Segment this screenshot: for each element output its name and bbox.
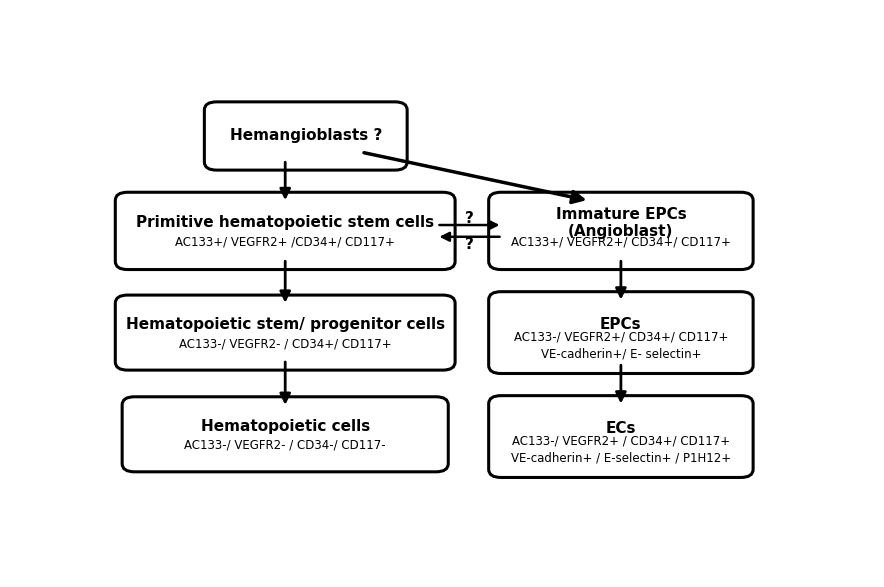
- FancyBboxPatch shape: [115, 193, 455, 269]
- Text: ECs: ECs: [606, 420, 636, 436]
- Text: AC133+/ VEGFR2+/ CD34+/ CD117+: AC133+/ VEGFR2+/ CD34+/ CD117+: [511, 236, 731, 249]
- FancyBboxPatch shape: [489, 193, 753, 269]
- Text: EPCs: EPCs: [600, 316, 642, 332]
- FancyBboxPatch shape: [489, 292, 753, 373]
- Text: Hemangioblasts ?: Hemangioblasts ?: [230, 129, 382, 143]
- Text: Hematopoietic cells: Hematopoietic cells: [201, 419, 370, 434]
- Text: AC133-/ VEGFR2+/ CD34+/ CD117+
VE-cadherin+/ E- selectin+: AC133-/ VEGFR2+/ CD34+/ CD117+ VE-cadher…: [514, 330, 728, 360]
- Text: Hematopoietic stem/ progenitor cells: Hematopoietic stem/ progenitor cells: [126, 318, 445, 332]
- FancyBboxPatch shape: [122, 397, 448, 472]
- Text: Immature EPCs
(Angioblast): Immature EPCs (Angioblast): [555, 207, 686, 239]
- Text: Primitive hematopoietic stem cells: Primitive hematopoietic stem cells: [136, 215, 434, 231]
- Text: ?: ?: [465, 211, 474, 226]
- Text: AC133-/ VEGFR2+ / CD34+/ CD117+
VE-cadherin+ / E-selectin+ / P1H12+: AC133-/ VEGFR2+ / CD34+/ CD117+ VE-cadhe…: [511, 434, 731, 464]
- Text: ?: ?: [465, 237, 474, 252]
- FancyBboxPatch shape: [115, 295, 455, 370]
- FancyBboxPatch shape: [204, 102, 408, 170]
- Text: AC133+/ VEGFR2+ /CD34+/ CD117+: AC133+/ VEGFR2+ /CD34+/ CD117+: [175, 236, 395, 249]
- Text: AC133-/ VEGFR2- / CD34-/ CD117-: AC133-/ VEGFR2- / CD34-/ CD117-: [185, 439, 386, 452]
- FancyBboxPatch shape: [489, 396, 753, 477]
- Text: AC133-/ VEGFR2- / CD34+/ CD117+: AC133-/ VEGFR2- / CD34+/ CD117+: [179, 338, 392, 350]
